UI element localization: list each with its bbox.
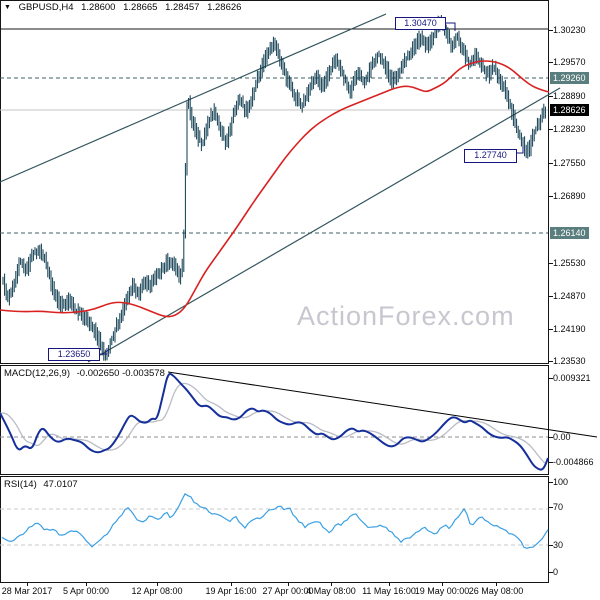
axis-label: 1.24870 — [553, 291, 586, 301]
macd-pane[interactable] — [0, 365, 549, 475]
close-value: 1.28626 — [207, 2, 242, 13]
axis-tick — [549, 482, 553, 483]
axis-label: 1.24190 — [553, 324, 586, 334]
date-axis-tick — [288, 583, 289, 586]
axis-tick — [549, 507, 553, 508]
date-axis-tick — [389, 583, 390, 586]
axis-tick — [549, 545, 553, 546]
date-axis-label: 19 Apr 16:00 — [205, 586, 257, 596]
price-axis-chip: 1.26140 — [550, 227, 589, 239]
date-axis-label: 5 Apr 00:00 — [62, 586, 110, 596]
date-axis-label: 27 Apr 00:00 — [262, 586, 314, 596]
date-axis-tick — [157, 583, 158, 586]
axis-label: 100 — [553, 477, 569, 487]
macd-name: MACD(12,26,9) — [4, 368, 70, 379]
rsi-value: 47.0107 — [43, 479, 78, 490]
axis-label: 1.25530 — [553, 258, 586, 268]
date-axis-label: 12 Apr 08:00 — [131, 586, 183, 596]
low-value: 1.28457 — [165, 2, 200, 13]
date-axis-label: 26 May 08:00 — [468, 586, 524, 596]
open-value: 1.28600 — [81, 2, 116, 13]
price-axis-chip: 1.28626 — [550, 104, 589, 116]
axis-label: 1.28230 — [553, 124, 586, 134]
axis-label: -0.004866 — [553, 457, 594, 467]
axis-tick — [549, 30, 553, 31]
axis-tick — [549, 62, 553, 63]
high-value: 1.28665 — [123, 2, 158, 13]
swing-label-box: 1.27740 — [464, 149, 517, 163]
date-axis-tick — [231, 583, 232, 586]
axis-tick — [549, 437, 553, 438]
rsi-name: RSI(14) — [4, 479, 37, 490]
date-axis-tick — [86, 583, 87, 586]
date-axis-label: 28 Mar 2017 — [1, 586, 53, 596]
date-axis-tick — [496, 583, 497, 586]
rsi-pane[interactable] — [0, 476, 549, 583]
rsi-label: RSI(14) 47.0107 — [4, 479, 82, 490]
macd-label: MACD(12,26,9) -0.002650 -0.003578 — [4, 368, 169, 379]
date-axis-label: 19 May 00:00 — [414, 586, 470, 596]
axis-label: 1.28890 — [553, 91, 586, 101]
axis-label: 0 — [553, 567, 559, 577]
triangle-down-icon: ▼ — [4, 4, 11, 11]
swing-label-box: 1.30470 — [395, 17, 446, 30]
macd-values: -0.002650 -0.003578 — [76, 368, 165, 379]
symbol-label: GBPUSD,H4 — [18, 2, 74, 13]
date-axis-tick — [331, 583, 332, 586]
axis-label: 1.30230 — [553, 25, 586, 35]
axis-label: 1.27550 — [553, 158, 586, 168]
swing-label-box: 1.23650 — [48, 348, 100, 361]
axis-label: 1.26890 — [553, 191, 586, 201]
axis-tick — [549, 462, 553, 463]
axis-tick — [549, 572, 553, 573]
date-axis-tick — [27, 583, 28, 586]
axis-label: 30 — [553, 540, 564, 550]
axis-label: 0.009321 — [553, 373, 591, 383]
axis-label: 1.23530 — [553, 356, 586, 366]
price-axis-chip: 1.29260 — [550, 72, 589, 84]
watermark: ActionForex.com — [297, 301, 515, 331]
axis-label: 0.00 — [553, 432, 571, 442]
chart-title: ▼ GBPUSD,H4 1.28600 1.28665 1.28457 1.28… — [4, 2, 246, 13]
date-axis-tick — [442, 583, 443, 586]
date-axis-label: 4 May 08:00 — [306, 586, 356, 596]
axis-label: 70 — [553, 502, 564, 512]
date-axis-label: 11 May 16:00 — [362, 586, 416, 596]
axis-label: 1.29570 — [553, 57, 586, 67]
